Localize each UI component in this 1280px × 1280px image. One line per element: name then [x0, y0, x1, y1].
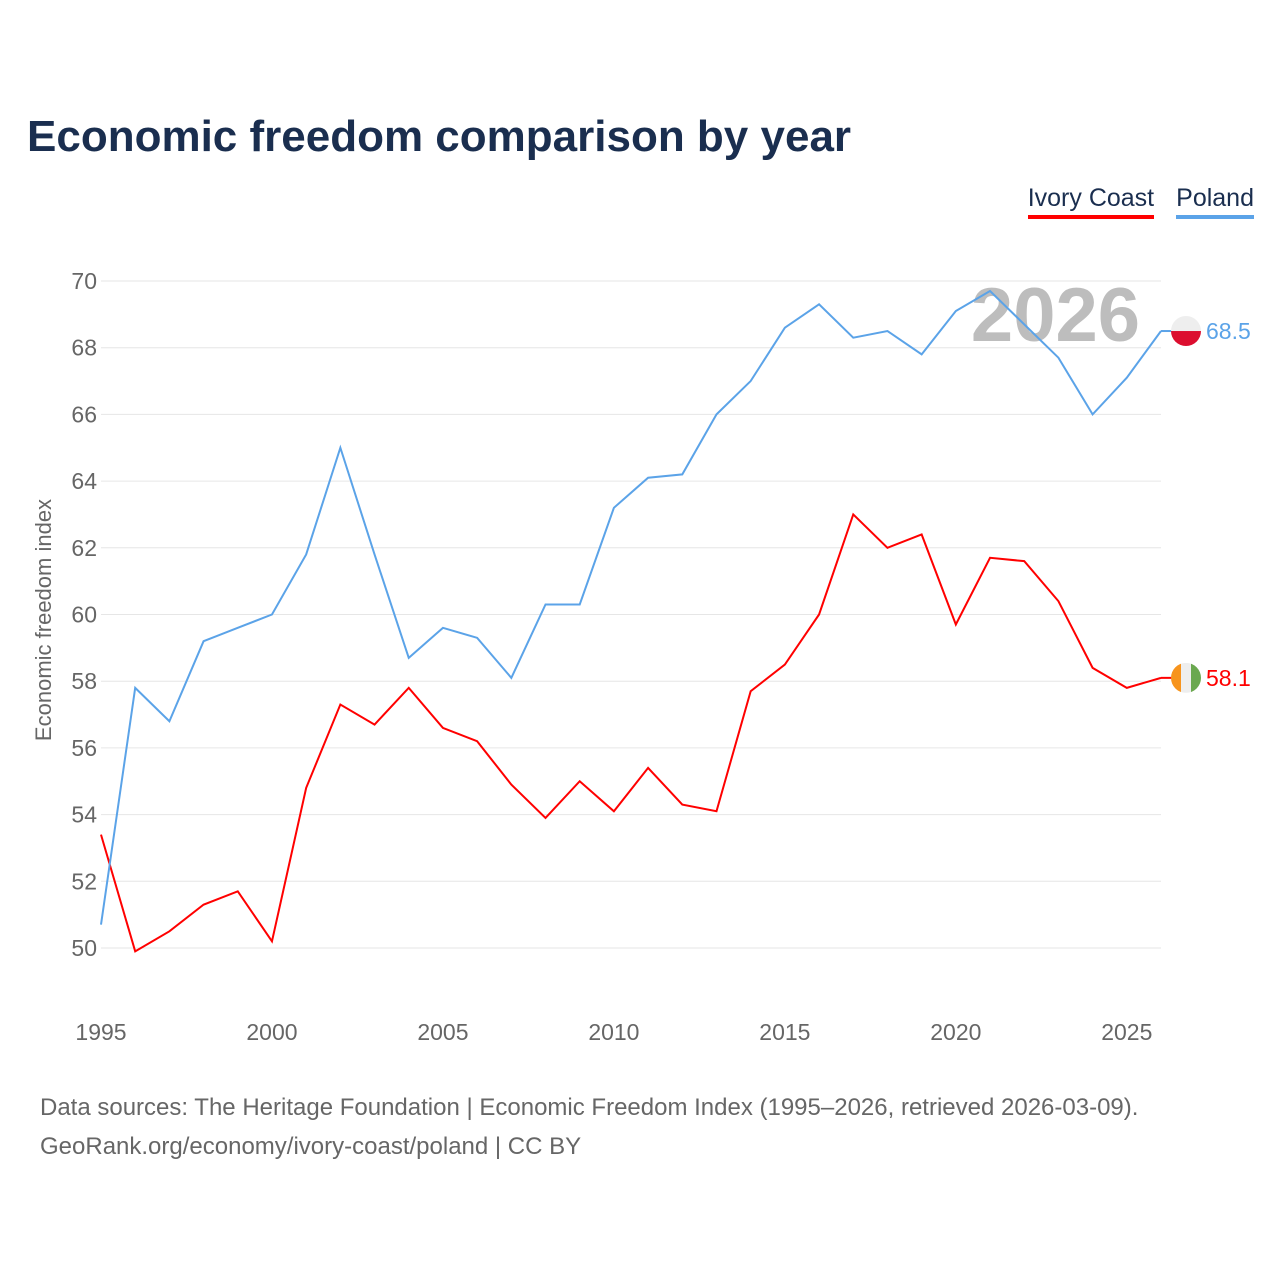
- x-tick-label: 2000: [246, 1019, 297, 1045]
- legend: Ivory Coast Poland: [1027, 184, 1254, 219]
- series-line-poland: [100, 289, 1162, 925]
- chart-title: Economic freedom comparison by year: [27, 112, 852, 161]
- legend-poland[interactable]: Poland: [1176, 184, 1254, 219]
- end-value-label: 68.5: [1206, 318, 1251, 344]
- y-axis-label: Economic freedom index: [31, 499, 56, 741]
- y-tick-label: 54: [71, 802, 97, 828]
- x-tick-label: 2025: [1101, 1019, 1152, 1045]
- y-tick-label: 60: [71, 602, 97, 628]
- flag-ivory-coast-icon: [1171, 662, 1201, 693]
- x-tick-label: 1995: [75, 1019, 126, 1045]
- series-line-ivory-coast: [100, 512, 1162, 953]
- y-tick-label: 70: [71, 268, 97, 294]
- end-value-label: 58.1: [1206, 665, 1251, 691]
- y-tick-label: 56: [71, 735, 97, 761]
- y-tick-label: 58: [71, 668, 97, 694]
- y-tick-label: 50: [71, 935, 97, 961]
- year-watermark: 2026: [971, 273, 1140, 358]
- flag-poland-icon: [1171, 316, 1201, 347]
- source-line-1: Data sources: The Heritage Foundation | …: [40, 1094, 1139, 1121]
- source-line-2[interactable]: GeoRank.org/economy/ivory-coast/poland |…: [40, 1133, 582, 1160]
- y-tick-label: 64: [71, 468, 97, 494]
- x-tick-label: 2015: [759, 1019, 810, 1045]
- legend-ivory-coast[interactable]: Ivory Coast: [1027, 184, 1155, 219]
- y-tick-label: 66: [71, 401, 97, 427]
- x-tick-label: 2005: [417, 1019, 468, 1045]
- x-tick-label: 2010: [588, 1019, 639, 1045]
- y-tick-label: 52: [71, 868, 97, 894]
- source-note: Data sources: The Heritage Foundation | …: [40, 1088, 1138, 1166]
- y-tick-label: 62: [71, 535, 97, 561]
- x-tick-label: 2020: [930, 1019, 981, 1045]
- y-tick-label: 68: [71, 335, 97, 361]
